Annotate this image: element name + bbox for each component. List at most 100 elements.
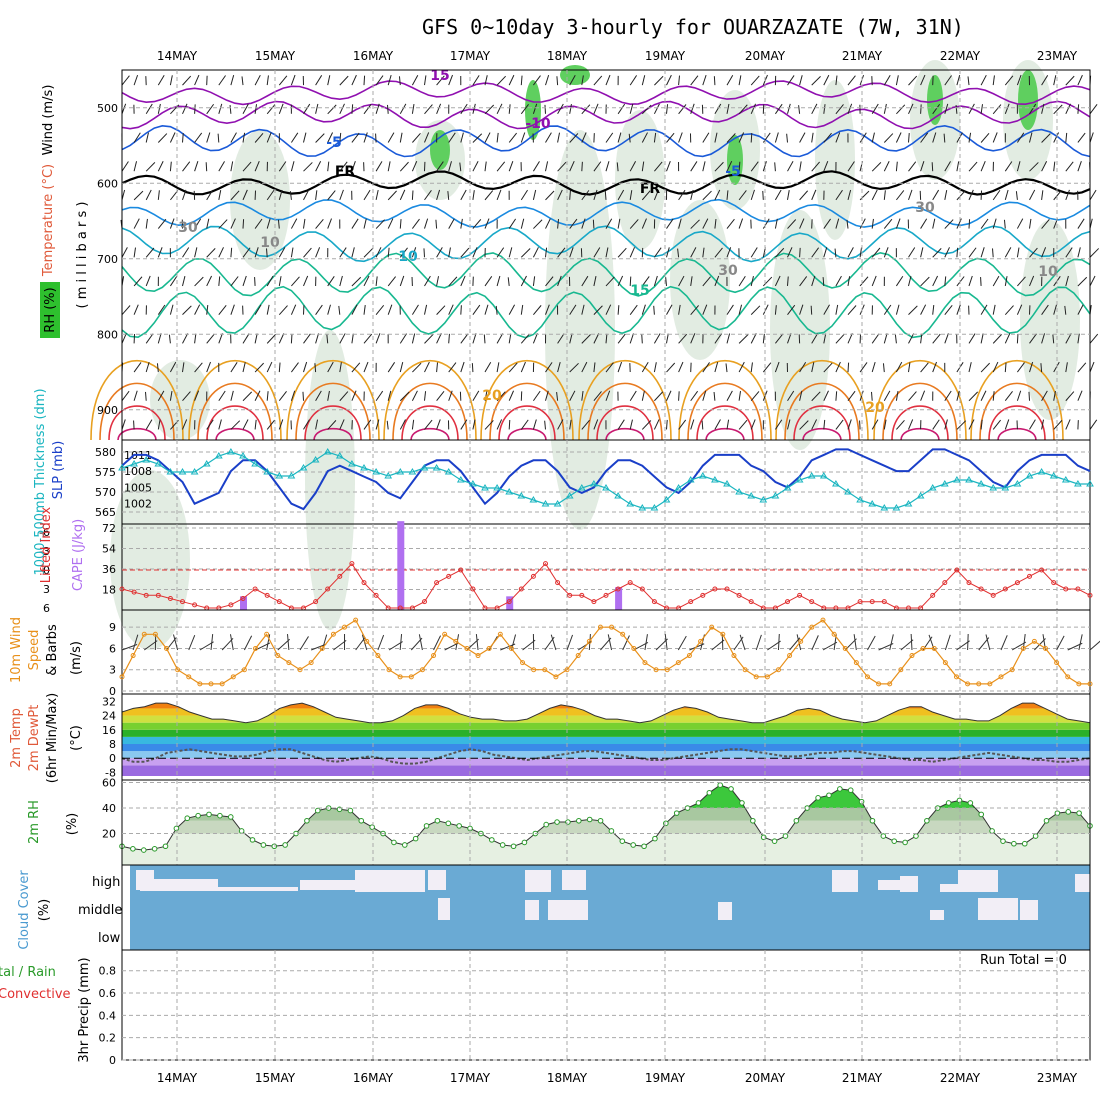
- upper-wind-barb: [581, 275, 589, 287]
- temp-contour-diurnal: [90, 359, 184, 441]
- upper-wind-barb: [738, 361, 745, 373]
- upper-wind-barb: [738, 419, 748, 430]
- upper-wind-barb: [1065, 132, 1068, 143]
- rh-point: [565, 819, 571, 825]
- upper-wind-barb: [460, 132, 464, 143]
- thickness-point: [408, 468, 417, 475]
- contour-label: -10: [525, 116, 551, 132]
- upper-wind-barb: [605, 390, 611, 401]
- contour-label: -5: [725, 164, 741, 180]
- upper-wind-barb: [762, 218, 770, 229]
- thickness-point: [977, 480, 985, 487]
- upper-wind-barb: [399, 161, 409, 172]
- upper-wind-barb: [411, 218, 420, 229]
- wind10-point: [330, 631, 336, 637]
- upper-wind-barb: [774, 361, 780, 373]
- upper-wind-barb: [290, 132, 299, 143]
- upper-wind-barb: [496, 161, 506, 172]
- upper-wind-barb: [775, 333, 784, 344]
- upper-wind-barb: [424, 104, 433, 115]
- upper-wind-barb: [532, 390, 541, 402]
- lifted-point: [869, 599, 875, 605]
- upper-wind-barb: [678, 304, 681, 315]
- upper-wind-barb: [182, 305, 192, 316]
- thickness-point: [892, 504, 901, 511]
- label-temp-unit: (°C): [69, 725, 84, 751]
- upper-wind-barb: [145, 103, 153, 115]
- upper-wind-barb: [738, 161, 741, 172]
- upper-wind-barb: [654, 391, 664, 402]
- upper-wind-barb: [1029, 103, 1037, 115]
- upper-wind-barb: [351, 247, 355, 258]
- upper-wind-barb: [811, 275, 816, 287]
- upper-wind-barb: [629, 247, 636, 258]
- upper-wind-barb: [496, 391, 506, 402]
- temp-contour-diurnal: [696, 405, 754, 441]
- upper-wind-barb: [847, 333, 853, 344]
- wind10-point: [831, 631, 837, 637]
- upper-wind-barb: [387, 276, 397, 287]
- upper-wind-barb: [290, 218, 298, 229]
- upper-wind-barb: [750, 305, 761, 316]
- upper-wind-barb: [956, 420, 967, 430]
- wind10-point: [798, 638, 804, 644]
- upper-wind-barb: [218, 247, 224, 258]
- wind10-point: [375, 653, 381, 659]
- upper-wind-barb: [424, 361, 430, 373]
- upper-wind-barb: [883, 190, 886, 200]
- upper-wind-barb: [218, 390, 226, 402]
- wind10-point: [887, 681, 893, 687]
- upper-wind-barb: [895, 218, 901, 229]
- temp-contour-diurnal: [802, 428, 842, 441]
- upper-wind-barb: [823, 304, 830, 315]
- wind10-barb: [418, 634, 423, 651]
- upper-wind-barb: [871, 419, 879, 430]
- lifted-point: [264, 592, 270, 598]
- upper-wind-barb: [666, 74, 672, 86]
- wind10-barb: [1056, 635, 1065, 651]
- rh-point: [369, 824, 375, 830]
- upper-wind-barb: [774, 162, 776, 172]
- upper-wind-barb: [714, 189, 721, 201]
- upper-wind-barb: [448, 218, 455, 229]
- upper-wind-barb: [678, 333, 688, 344]
- upper-wind-barb: [363, 419, 372, 430]
- wind10-point: [297, 667, 303, 673]
- upper-wind-barb: [339, 333, 346, 344]
- upper-wind-barb: [690, 219, 700, 229]
- cloud-label-high: high: [92, 875, 120, 890]
- label-rh-a: 2m RH: [27, 800, 42, 844]
- upper-wind-barb: [1065, 362, 1068, 373]
- upper-wind-barb: [447, 191, 450, 200]
- upper-wind-barb: [484, 75, 488, 86]
- upper-wind-barb: [1016, 333, 1019, 344]
- rh-point: [586, 816, 593, 823]
- wind10-point: [675, 660, 681, 666]
- upper-wind-barb: [290, 362, 299, 373]
- wind10-panel: 0 3 6 9: [109, 609, 1100, 698]
- temp-band: [122, 758, 1090, 766]
- upper-wind-barb: [327, 161, 330, 172]
- wind10-point: [876, 681, 882, 687]
- upper-wind-barb: [1053, 161, 1056, 172]
- rh-point: [880, 833, 887, 839]
- upper-wind-barb: [702, 304, 708, 315]
- thickness-point: [287, 472, 296, 479]
- upper-wind-barb: [182, 75, 192, 86]
- upper-wind-barb: [1004, 276, 1008, 287]
- temp-contour-diurnal: [979, 382, 1055, 441]
- upper-wind-barb: [194, 132, 203, 143]
- upper-wind-barb: [980, 160, 986, 172]
- temp-contour-diurnal: [304, 405, 362, 441]
- upper-wind-barb: [508, 390, 515, 401]
- upper-wind-barb: [375, 103, 380, 114]
- upper-wind-barb: [738, 304, 743, 315]
- wind10-barb: [588, 634, 591, 651]
- rh-point: [652, 835, 658, 842]
- lifted-point: [337, 573, 343, 579]
- rh-point: [869, 817, 876, 824]
- lifted-point: [954, 567, 960, 573]
- upper-wind-barb: [883, 75, 891, 86]
- upper-wind-barb: [157, 419, 161, 430]
